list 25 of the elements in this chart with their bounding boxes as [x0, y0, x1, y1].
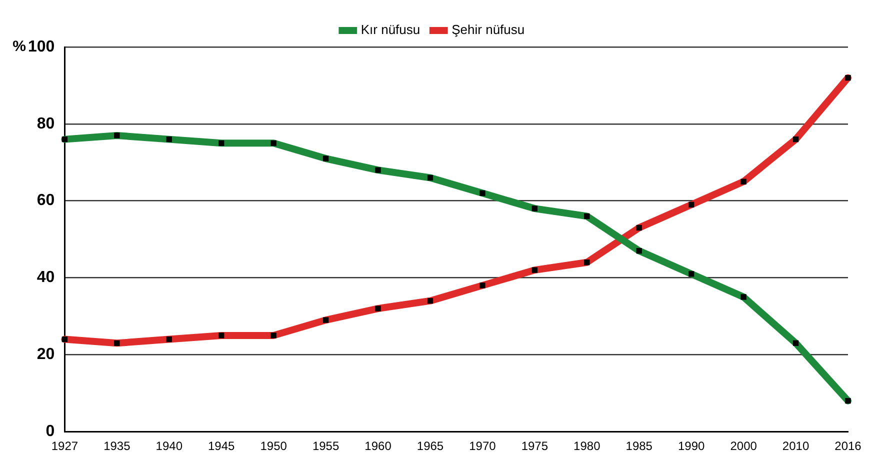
x-tick-label: 2016	[834, 439, 862, 454]
y-tick-label: 100	[28, 38, 55, 56]
x-tick-label: 1955	[312, 439, 340, 454]
y-tick-label: 20	[36, 346, 55, 364]
legend-label: Kır nüfusu	[360, 22, 420, 38]
x-tick-label: 1935	[104, 439, 131, 454]
x-tick-label: 1980	[574, 439, 601, 454]
y-tick-label: 80	[36, 115, 55, 132]
y-tick-label: 0	[46, 423, 55, 440]
legend-label: Şehir nüfusu	[452, 22, 525, 38]
x-tick-label: 1970	[469, 439, 496, 454]
x-tick-label: 2010	[782, 439, 810, 454]
x-tick-label: 1990	[678, 439, 706, 454]
y-axis-title: %	[12, 38, 26, 56]
y-tick-label: 40	[36, 269, 55, 286]
y-tick-label: 60	[36, 192, 55, 210]
x-tick-label: 1985	[626, 439, 653, 454]
x-tick-label: 1945	[208, 439, 236, 454]
x-tick-label: 1965	[416, 439, 444, 454]
x-tick-label: 1975	[521, 439, 548, 454]
x-tick-label: 1940	[156, 439, 183, 454]
x-tick-label: 2000	[730, 439, 758, 454]
x-tick-label: 1950	[260, 439, 288, 454]
x-tick-label: 1927	[51, 439, 78, 454]
x-tick-label: 1960	[364, 439, 392, 454]
